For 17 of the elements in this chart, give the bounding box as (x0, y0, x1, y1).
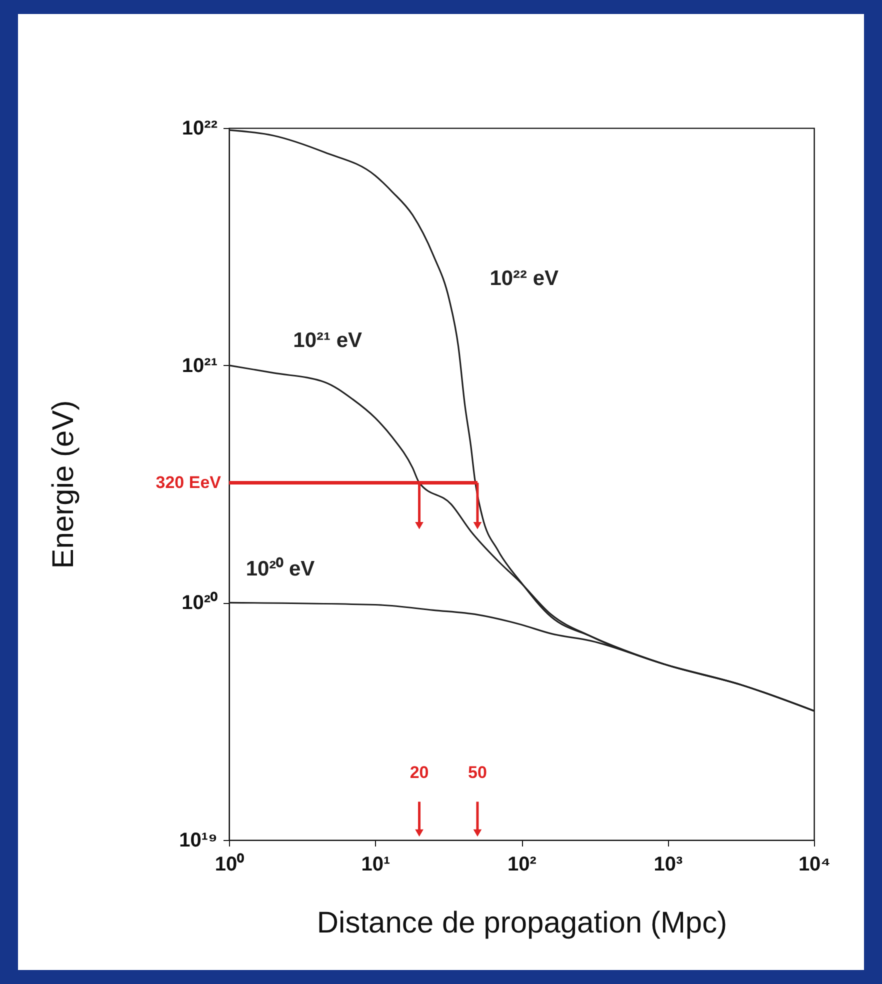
series-label: 10²¹ eV (293, 329, 362, 352)
text: 320 EeV (156, 472, 222, 492)
x-axis-title: Distance de propagation (Mpc) (316, 906, 728, 940)
series-label: 10²² eV (490, 267, 559, 290)
series-label: 10²⁰ eV (246, 556, 315, 581)
y-tick-label: 10¹⁹ (179, 830, 218, 852)
y-tick-label: 10²² (182, 118, 218, 140)
x-tick-label: 10² (508, 854, 537, 876)
y-tick-label: 10²¹ (182, 354, 218, 377)
annotation: 50 (468, 763, 487, 782)
x-tick-label: 10³ (654, 854, 684, 876)
x-tick-label: 10⁰ (214, 852, 244, 876)
annotation: 20 (410, 763, 429, 782)
y-axis-title: Energie (eV) (47, 400, 80, 569)
x-tick-label: 10⁴ (798, 854, 831, 876)
x-tick-label: 10¹ (361, 854, 391, 876)
y-tick-label: 10²⁰ (182, 591, 218, 614)
